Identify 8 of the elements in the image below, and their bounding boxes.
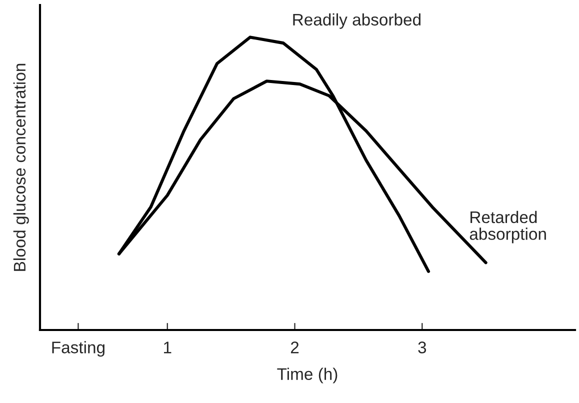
x-tick-label: 2: [290, 342, 299, 354]
series-label: Retarded absorption: [470, 210, 546, 244]
x-tick-label: 3: [418, 342, 426, 354]
series-label: Readily absorbed: [293, 13, 420, 29]
x-tick-label: 1: [164, 342, 172, 354]
x-axis-title: Time (h): [277, 368, 338, 384]
y-axis-title: Blood glucose concentration: [13, 64, 29, 271]
x-tick-label: Fasting: [52, 341, 104, 357]
